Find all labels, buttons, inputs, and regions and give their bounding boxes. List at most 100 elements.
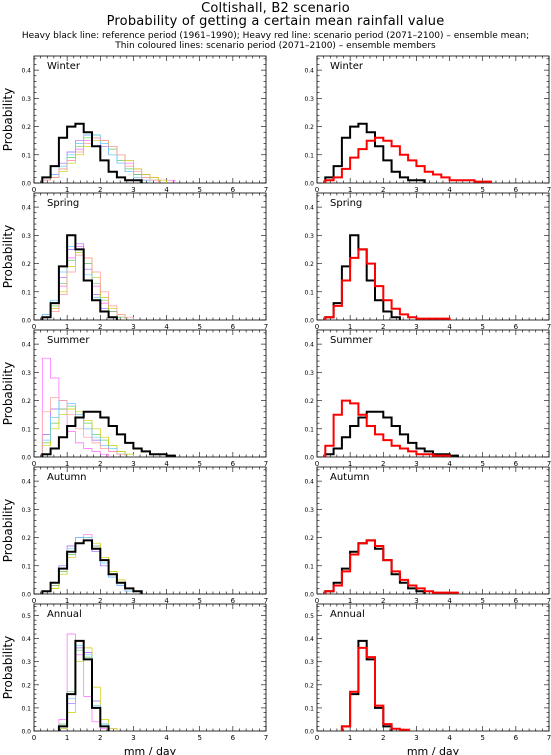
autumn-members-frame <box>33 466 267 595</box>
x-tick-label: 5 <box>480 734 484 742</box>
x-tick-label: 1 <box>348 323 352 331</box>
season-label: Winter <box>330 61 364 72</box>
x-tick-label: 1 <box>348 597 352 605</box>
y-tick-label: 0.2 <box>304 682 314 689</box>
y-tick-label: 0.1 <box>21 289 31 296</box>
x-tick-label: 4 <box>447 597 452 605</box>
season-label: Autumn <box>330 472 370 483</box>
annual-members-panel: 0 1 2 3 4 5 6 7 0.0 0.1 0.2 0.3 0.4 0.5 Probability mm … <box>1 603 268 755</box>
x-tick-label: 6 <box>231 186 236 194</box>
x-tick-label: 3 <box>131 460 135 468</box>
x-tick-label: 3 <box>131 186 135 194</box>
y-tick-label: 0.0 <box>21 592 31 599</box>
x-tick-label: 0 <box>315 323 319 331</box>
x-tick-label: 6 <box>514 597 519 605</box>
winter-members-frame <box>33 55 267 184</box>
y-tick-label: 0.1 <box>304 289 314 296</box>
season-label: Annual <box>330 609 365 620</box>
y-tick-label: 0.0 <box>21 181 31 188</box>
x-tick-label: 2 <box>98 597 102 605</box>
y-tick-label: 0.2 <box>21 535 31 542</box>
x-tick-label: 4 <box>164 323 169 331</box>
reference-series-line <box>41 539 143 594</box>
annual-members-frame <box>33 603 267 732</box>
member-series-line <box>41 137 159 183</box>
y-tick-label: 0.0 <box>304 181 314 188</box>
chart-subtitle: Probability of getting a certain mean ra… <box>106 14 445 29</box>
autumn-mean-frame <box>316 466 550 595</box>
x-tick-label: 5 <box>197 597 201 605</box>
reference-series-line <box>41 410 176 457</box>
y-tick-label: 0.0 <box>304 455 314 462</box>
x-tick-label: 6 <box>231 734 236 742</box>
x-tick-label: 3 <box>414 597 418 605</box>
y-tick-label: 0.0 <box>21 318 31 325</box>
x-tick-label: 5 <box>480 186 484 194</box>
x-tick-label: 1 <box>348 460 352 468</box>
y-tick-label: 0.0 <box>21 455 31 462</box>
y-tick-label: 0.4 <box>304 205 314 212</box>
x-tick-label: 5 <box>197 323 201 331</box>
x-tick-label: 7 <box>264 734 268 742</box>
season-label: Winter <box>47 61 81 72</box>
season-label: Summer <box>47 335 90 346</box>
y-tick-label: 0.4 <box>21 342 31 349</box>
x-tick-label: 4 <box>447 186 452 194</box>
y-tick-label: 0.2 <box>21 261 31 268</box>
y-tick-label: 0.4 <box>304 342 314 349</box>
y-tick-label: 0.0 <box>304 318 314 325</box>
y-tick-label: 0.2 <box>21 398 31 405</box>
x-tick-label: 0 <box>32 734 36 742</box>
y-tick-label: 0.1 <box>304 152 314 159</box>
summer-mean-frame <box>316 329 550 458</box>
x-tick-label: 7 <box>547 734 551 742</box>
y-tick-label: 0.4 <box>21 68 31 75</box>
y-tick-label: 0.3 <box>304 659 314 666</box>
summer-members-panel: 0 1 2 3 4 5 6 7 0.0 0.1 0.2 0.3 0.4 Probability Summer <box>1 329 268 468</box>
x-tick-label: 4 <box>164 597 169 605</box>
spring-members-panel: 0 1 2 3 4 5 6 7 0.0 0.1 0.2 0.3 0.4 Probability Spring <box>1 192 268 331</box>
x-tick-label: 3 <box>414 460 418 468</box>
x-tick-label: 3 <box>131 734 135 742</box>
reference-series-line <box>41 122 143 183</box>
x-tick-label: 4 <box>447 734 452 742</box>
reference-series-line <box>324 410 459 457</box>
x-tick-label: 5 <box>480 323 484 331</box>
x-tick-label: 7 <box>264 460 268 468</box>
x-tick-label: 4 <box>164 734 169 742</box>
x-tick-label: 1 <box>348 186 352 194</box>
y-axis-label: Probability <box>1 636 15 699</box>
x-tick-label: 0 <box>315 460 319 468</box>
x-tick-label: 5 <box>197 186 201 194</box>
ensemble-mean-series-line <box>324 248 451 320</box>
autumn-members-panel: 0 1 2 3 4 5 6 7 0.0 0.1 0.2 0.3 0.4 Probability Autumn <box>1 466 268 605</box>
y-tick-label: 0.2 <box>304 261 314 268</box>
annual-mean-panel: 0 1 2 3 4 5 6 7 0.0 0.1 0.2 0.3 0.4 0.5 mm / day Annual <box>304 603 551 755</box>
y-tick-label: 0.3 <box>21 507 31 514</box>
y-axis-label: Probability <box>1 88 15 151</box>
x-tick-label: 0 <box>315 597 319 605</box>
reference-series-line <box>324 122 426 183</box>
x-tick-label: 6 <box>514 186 519 194</box>
x-tick-label: 5 <box>197 460 201 468</box>
x-tick-label: 7 <box>264 597 268 605</box>
season-label: Spring <box>330 198 362 209</box>
chart-title: Coltishall, B2 scenario <box>201 1 350 16</box>
x-tick-label: 6 <box>514 323 519 331</box>
member-series-line <box>41 408 134 457</box>
x-tick-label: 7 <box>547 186 551 194</box>
y-tick-label: 0.1 <box>21 563 31 570</box>
summer-mean-panel: 0 1 2 3 4 5 6 7 0.0 0.1 0.2 0.3 0.4 Summer <box>304 329 551 468</box>
x-tick-label: 2 <box>98 460 102 468</box>
spring-members-frame <box>33 192 267 321</box>
y-axis-label: Probability <box>1 362 15 425</box>
x-tick-label: 5 <box>197 734 201 742</box>
season-label: Annual <box>47 609 82 620</box>
y-tick-label: 0.2 <box>304 398 314 405</box>
winter-mean-panel: 0 1 2 3 4 5 6 7 0.0 0.1 0.2 0.3 0.4 Winter <box>304 55 551 194</box>
x-tick-label: 5 <box>480 597 484 605</box>
y-tick-label: 0.0 <box>304 729 314 736</box>
x-tick-label: 6 <box>514 734 519 742</box>
x-tick-label: 2 <box>381 734 385 742</box>
x-tick-label: 4 <box>164 186 169 194</box>
